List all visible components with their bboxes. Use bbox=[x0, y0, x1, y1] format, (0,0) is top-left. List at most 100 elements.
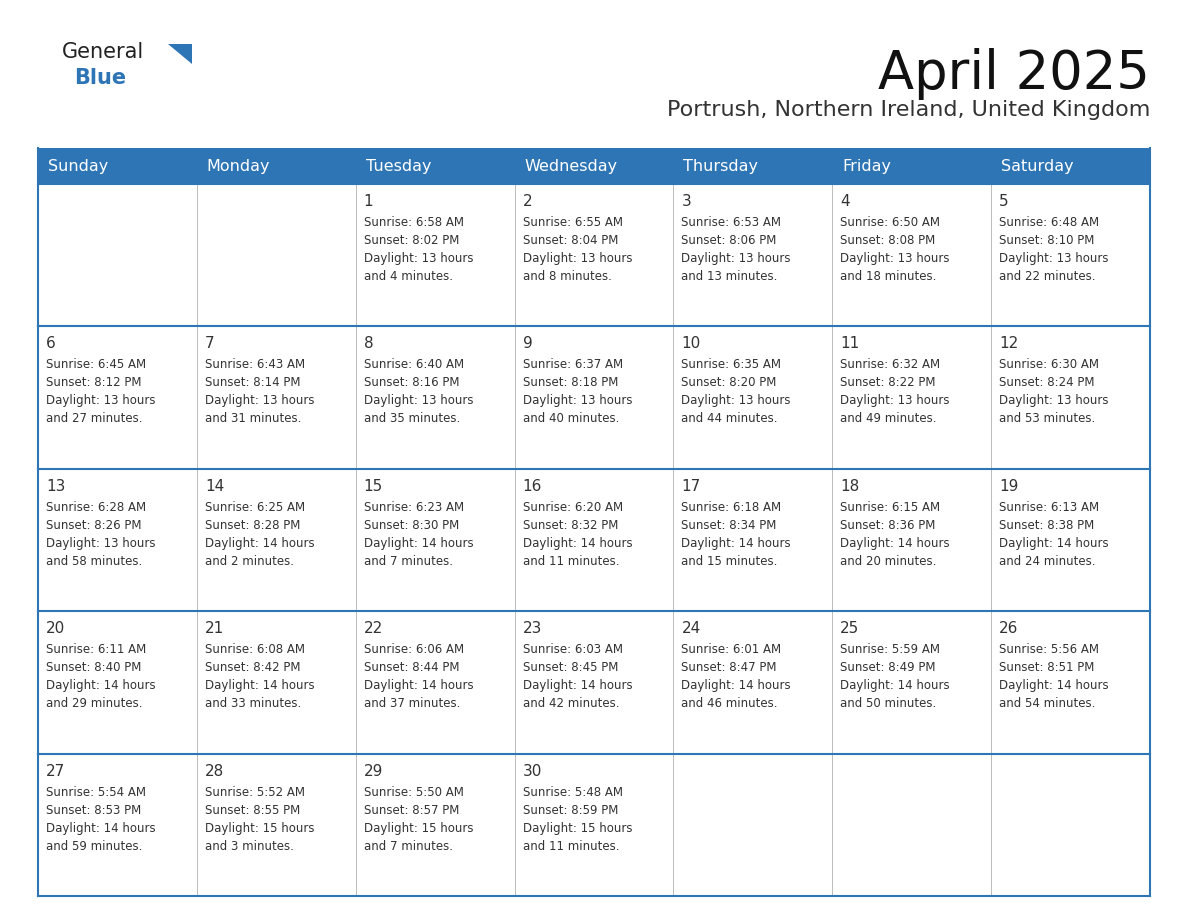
Bar bbox=[38, 754, 197, 896]
Text: Daylight: 15 hours: Daylight: 15 hours bbox=[523, 822, 632, 834]
Text: 9: 9 bbox=[523, 336, 532, 352]
Text: Saturday: Saturday bbox=[1001, 159, 1074, 174]
Text: Daylight: 14 hours: Daylight: 14 hours bbox=[999, 537, 1108, 550]
Text: Tuesday: Tuesday bbox=[366, 159, 431, 174]
Text: 16: 16 bbox=[523, 479, 542, 494]
Text: Sunset: 8:12 PM: Sunset: 8:12 PM bbox=[46, 376, 141, 389]
Text: Sunset: 8:18 PM: Sunset: 8:18 PM bbox=[523, 376, 618, 389]
Text: and 7 minutes.: and 7 minutes. bbox=[364, 554, 453, 568]
Text: Sunset: 8:10 PM: Sunset: 8:10 PM bbox=[999, 234, 1094, 247]
Text: 21: 21 bbox=[204, 621, 225, 636]
Text: 17: 17 bbox=[682, 479, 701, 494]
Text: 25: 25 bbox=[840, 621, 860, 636]
Text: Daylight: 13 hours: Daylight: 13 hours bbox=[204, 395, 315, 408]
Bar bbox=[355, 327, 514, 469]
Text: Blue: Blue bbox=[74, 68, 126, 88]
Text: Daylight: 14 hours: Daylight: 14 hours bbox=[364, 537, 473, 550]
Text: Sunrise: 6:35 AM: Sunrise: 6:35 AM bbox=[682, 358, 782, 372]
Bar bbox=[674, 184, 833, 327]
Text: Sunrise: 5:50 AM: Sunrise: 5:50 AM bbox=[364, 786, 463, 799]
Text: 7: 7 bbox=[204, 336, 215, 352]
Text: 19: 19 bbox=[999, 479, 1018, 494]
Text: Sunset: 8:16 PM: Sunset: 8:16 PM bbox=[364, 376, 460, 389]
Text: Sunrise: 6:25 AM: Sunrise: 6:25 AM bbox=[204, 501, 305, 514]
Text: 6: 6 bbox=[46, 336, 56, 352]
Bar bbox=[833, 184, 991, 327]
Bar bbox=[355, 469, 514, 611]
Text: and 3 minutes.: and 3 minutes. bbox=[204, 840, 293, 853]
Text: Sunset: 8:59 PM: Sunset: 8:59 PM bbox=[523, 803, 618, 817]
Text: Sunset: 8:02 PM: Sunset: 8:02 PM bbox=[364, 234, 459, 247]
Text: 5: 5 bbox=[999, 194, 1009, 209]
Text: Sunset: 8:08 PM: Sunset: 8:08 PM bbox=[840, 234, 935, 247]
Text: Sunset: 8:49 PM: Sunset: 8:49 PM bbox=[840, 661, 936, 674]
Text: Daylight: 14 hours: Daylight: 14 hours bbox=[682, 679, 791, 692]
Text: Portrush, Northern Ireland, United Kingdom: Portrush, Northern Ireland, United Kingd… bbox=[666, 100, 1150, 120]
Text: Daylight: 14 hours: Daylight: 14 hours bbox=[999, 679, 1108, 692]
Text: 27: 27 bbox=[46, 764, 65, 778]
Text: 4: 4 bbox=[840, 194, 849, 209]
Bar bbox=[197, 611, 355, 754]
Text: Sunday: Sunday bbox=[48, 159, 108, 174]
Text: Sunrise: 6:43 AM: Sunrise: 6:43 AM bbox=[204, 358, 305, 372]
Text: 15: 15 bbox=[364, 479, 383, 494]
Text: Sunset: 8:20 PM: Sunset: 8:20 PM bbox=[682, 376, 777, 389]
Text: and 15 minutes.: and 15 minutes. bbox=[682, 554, 778, 568]
Text: Sunrise: 5:54 AM: Sunrise: 5:54 AM bbox=[46, 786, 146, 799]
Text: Sunset: 8:42 PM: Sunset: 8:42 PM bbox=[204, 661, 301, 674]
Text: Sunset: 8:06 PM: Sunset: 8:06 PM bbox=[682, 234, 777, 247]
Text: and 42 minutes.: and 42 minutes. bbox=[523, 697, 619, 711]
Text: Sunrise: 6:53 AM: Sunrise: 6:53 AM bbox=[682, 216, 782, 229]
Text: Sunrise: 6:13 AM: Sunrise: 6:13 AM bbox=[999, 501, 1099, 514]
Text: Sunrise: 5:59 AM: Sunrise: 5:59 AM bbox=[840, 644, 940, 656]
Text: Sunset: 8:22 PM: Sunset: 8:22 PM bbox=[840, 376, 936, 389]
Bar bbox=[833, 469, 991, 611]
Text: 29: 29 bbox=[364, 764, 383, 778]
Text: and 35 minutes.: and 35 minutes. bbox=[364, 412, 460, 425]
Text: Daylight: 15 hours: Daylight: 15 hours bbox=[364, 822, 473, 834]
Text: Daylight: 14 hours: Daylight: 14 hours bbox=[364, 679, 473, 692]
Text: Sunset: 8:28 PM: Sunset: 8:28 PM bbox=[204, 519, 301, 532]
Text: Sunrise: 6:58 AM: Sunrise: 6:58 AM bbox=[364, 216, 463, 229]
Text: Monday: Monday bbox=[207, 159, 271, 174]
Text: and 31 minutes.: and 31 minutes. bbox=[204, 412, 302, 425]
Text: and 11 minutes.: and 11 minutes. bbox=[523, 554, 619, 568]
Text: Sunset: 8:26 PM: Sunset: 8:26 PM bbox=[46, 519, 141, 532]
Bar bbox=[197, 327, 355, 469]
Text: Daylight: 13 hours: Daylight: 13 hours bbox=[523, 252, 632, 265]
Text: Daylight: 14 hours: Daylight: 14 hours bbox=[204, 679, 315, 692]
Text: 20: 20 bbox=[46, 621, 65, 636]
Text: Daylight: 13 hours: Daylight: 13 hours bbox=[682, 395, 791, 408]
Bar bbox=[674, 611, 833, 754]
Text: and 2 minutes.: and 2 minutes. bbox=[204, 554, 293, 568]
Text: Daylight: 14 hours: Daylight: 14 hours bbox=[46, 822, 156, 834]
Text: 3: 3 bbox=[682, 194, 691, 209]
Text: Sunrise: 6:01 AM: Sunrise: 6:01 AM bbox=[682, 644, 782, 656]
Bar bbox=[38, 469, 197, 611]
Text: and 4 minutes.: and 4 minutes. bbox=[364, 270, 453, 283]
Bar bbox=[197, 184, 355, 327]
Text: 23: 23 bbox=[523, 621, 542, 636]
Text: Friday: Friday bbox=[842, 159, 891, 174]
Text: Sunset: 8:40 PM: Sunset: 8:40 PM bbox=[46, 661, 141, 674]
Text: 14: 14 bbox=[204, 479, 225, 494]
Text: Sunrise: 6:08 AM: Sunrise: 6:08 AM bbox=[204, 644, 305, 656]
Text: Sunrise: 6:30 AM: Sunrise: 6:30 AM bbox=[999, 358, 1099, 372]
Text: Sunset: 8:14 PM: Sunset: 8:14 PM bbox=[204, 376, 301, 389]
Text: and 59 minutes.: and 59 minutes. bbox=[46, 840, 143, 853]
Text: Daylight: 14 hours: Daylight: 14 hours bbox=[46, 679, 156, 692]
Text: Sunset: 8:53 PM: Sunset: 8:53 PM bbox=[46, 803, 141, 817]
Text: and 40 minutes.: and 40 minutes. bbox=[523, 412, 619, 425]
Text: Daylight: 13 hours: Daylight: 13 hours bbox=[999, 252, 1108, 265]
Text: and 29 minutes.: and 29 minutes. bbox=[46, 697, 143, 711]
Text: Sunrise: 6:32 AM: Sunrise: 6:32 AM bbox=[840, 358, 941, 372]
Text: Daylight: 13 hours: Daylight: 13 hours bbox=[523, 395, 632, 408]
Text: Sunrise: 6:18 AM: Sunrise: 6:18 AM bbox=[682, 501, 782, 514]
Text: 1: 1 bbox=[364, 194, 373, 209]
Bar bbox=[991, 754, 1150, 896]
Text: 11: 11 bbox=[840, 336, 860, 352]
Text: Sunrise: 5:56 AM: Sunrise: 5:56 AM bbox=[999, 644, 1099, 656]
Text: Sunrise: 5:48 AM: Sunrise: 5:48 AM bbox=[523, 786, 623, 799]
Text: 18: 18 bbox=[840, 479, 860, 494]
Text: 26: 26 bbox=[999, 621, 1018, 636]
